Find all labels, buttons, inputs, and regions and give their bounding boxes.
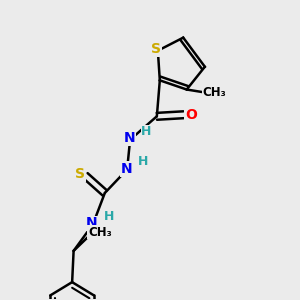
- Text: N: N: [123, 131, 135, 145]
- Text: H: H: [138, 155, 149, 168]
- Text: S: S: [152, 42, 161, 56]
- Text: O: O: [185, 108, 197, 122]
- Text: H: H: [141, 125, 152, 139]
- Text: S: S: [75, 167, 85, 181]
- Text: CH₃: CH₃: [88, 226, 112, 238]
- Text: H: H: [104, 210, 115, 223]
- Text: N: N: [120, 162, 132, 176]
- Text: CH₃: CH₃: [202, 86, 226, 99]
- Text: N: N: [85, 216, 97, 230]
